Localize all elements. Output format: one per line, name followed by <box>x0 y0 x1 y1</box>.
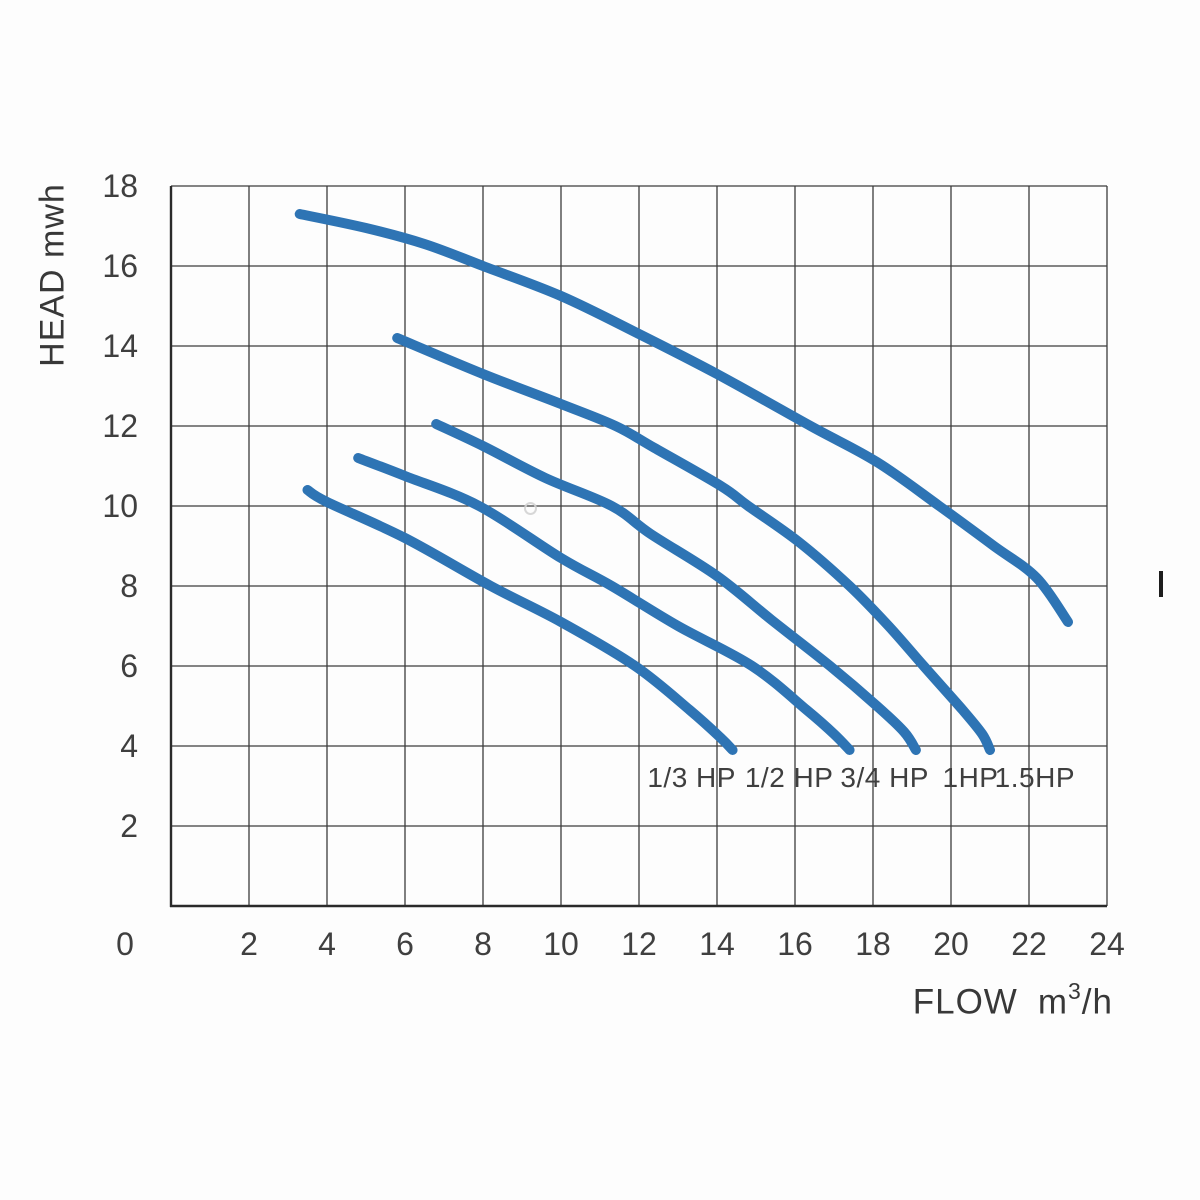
pump-curve-1-5hp <box>294 209 1073 627</box>
y-tick-label: 2 <box>120 808 138 844</box>
x-tick-label: 20 <box>933 926 969 962</box>
series-label-1-2-hp: 1/2 HP <box>744 762 834 793</box>
x-axis-title-unit: /h <box>1081 982 1113 1022</box>
series-label-1hp: 1HP <box>942 762 999 793</box>
series-label-1-5hp: 1.5HP <box>994 762 1076 793</box>
x-tick-label: 10 <box>543 926 579 962</box>
pump-curve-1-3-hp <box>302 485 738 755</box>
x-tick-label: 8 <box>474 926 492 962</box>
x-tick-label: 14 <box>699 926 735 962</box>
y-tick-label: 12 <box>102 408 138 444</box>
x-axis-title: FLOW m3/h <box>912 978 1113 1023</box>
y-tick-label: 16 <box>102 248 138 284</box>
origin-tick-label: 0 <box>116 926 134 962</box>
stray-mark <box>1159 571 1163 597</box>
x-tick-label: 12 <box>621 926 657 962</box>
x-tick-label: 2 <box>240 926 258 962</box>
x-tick-label: 24 <box>1089 926 1125 962</box>
y-tick-label: 8 <box>120 568 138 604</box>
x-axis-title-word2: m <box>1037 982 1068 1022</box>
y-tick-label: 6 <box>120 648 138 684</box>
y-tick-label: 10 <box>102 488 138 524</box>
series-label-3-4-hp: 3/4 HP <box>840 762 929 793</box>
pump-curve-3-4-hp <box>431 419 921 755</box>
y-tick-label: 14 <box>102 328 138 364</box>
pump-curve-1-2-hp <box>353 453 855 755</box>
y-tick-label: 4 <box>120 728 138 764</box>
x-tick-label: 4 <box>318 926 336 962</box>
x-tick-label: 6 <box>396 926 414 962</box>
x-axis-title-word1: FLOW <box>912 982 1018 1022</box>
pump-curve-1hp <box>392 333 995 755</box>
x-axis-title-superscript: 3 <box>1068 978 1082 1004</box>
series-label-1-3-hp: 1/3 HP <box>647 762 736 793</box>
x-tick-label: 22 <box>1011 926 1047 962</box>
x-tick-label: 18 <box>855 926 891 962</box>
x-tick-label: 16 <box>777 926 813 962</box>
watermark-dot <box>524 502 537 515</box>
y-tick-label: 18 <box>102 168 138 204</box>
